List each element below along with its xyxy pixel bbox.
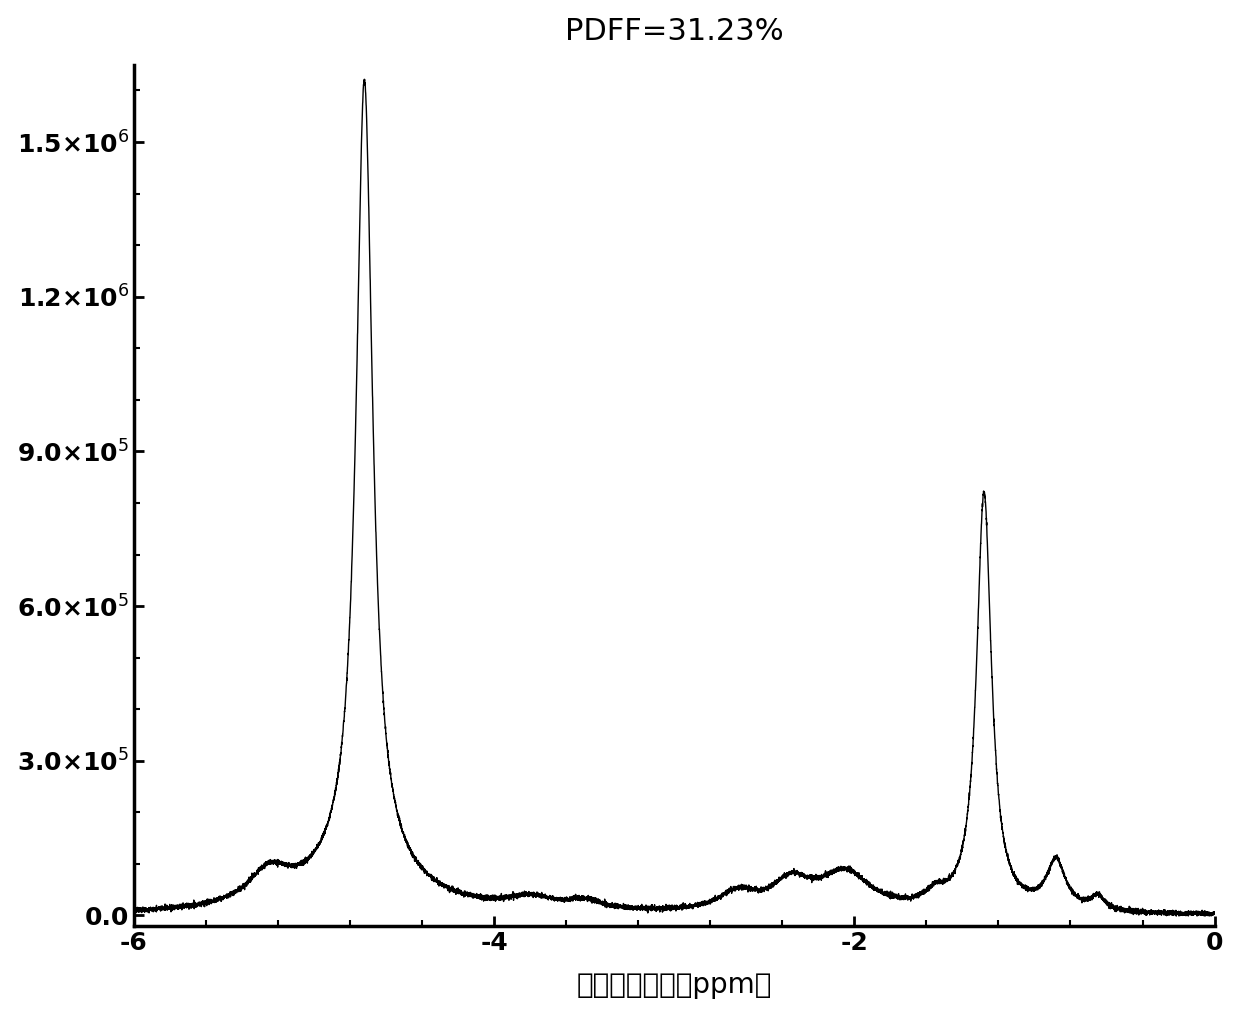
X-axis label: 化学位移＿　（ppm）: 化学位移＿ （ppm）	[577, 971, 771, 1000]
Title: PDFF=31.23%: PDFF=31.23%	[565, 16, 784, 46]
